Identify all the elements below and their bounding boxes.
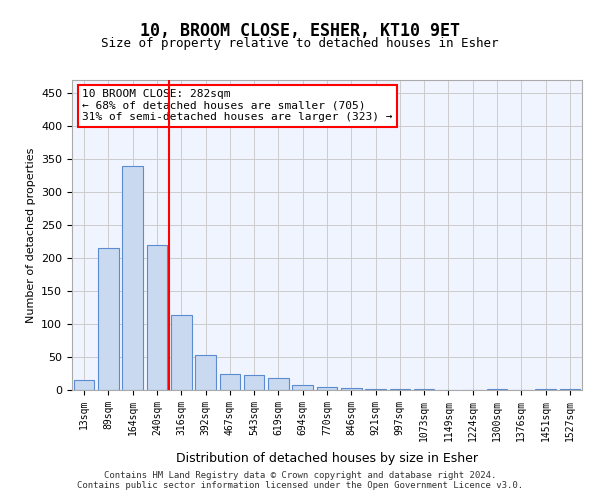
Bar — [317, 386, 337, 390]
Bar — [171, 316, 191, 390]
Bar — [244, 376, 265, 390]
Bar — [98, 248, 119, 390]
Bar — [560, 388, 580, 390]
Bar — [292, 384, 313, 390]
Bar — [195, 355, 216, 390]
Bar — [535, 388, 556, 390]
Bar — [146, 245, 167, 390]
Bar — [487, 388, 508, 390]
Bar — [268, 378, 289, 390]
Bar — [220, 374, 240, 390]
Text: Contains HM Land Registry data © Crown copyright and database right 2024.
Contai: Contains HM Land Registry data © Crown c… — [77, 470, 523, 490]
Bar — [341, 388, 362, 390]
Y-axis label: Number of detached properties: Number of detached properties — [26, 148, 35, 322]
X-axis label: Distribution of detached houses by size in Esher: Distribution of detached houses by size … — [176, 452, 478, 465]
Text: 10, BROOM CLOSE, ESHER, KT10 9ET: 10, BROOM CLOSE, ESHER, KT10 9ET — [140, 22, 460, 40]
Bar — [74, 380, 94, 390]
Bar — [122, 166, 143, 390]
Text: 10 BROOM CLOSE: 282sqm
← 68% of detached houses are smaller (705)
31% of semi-de: 10 BROOM CLOSE: 282sqm ← 68% of detached… — [82, 90, 392, 122]
Text: Size of property relative to detached houses in Esher: Size of property relative to detached ho… — [101, 38, 499, 51]
